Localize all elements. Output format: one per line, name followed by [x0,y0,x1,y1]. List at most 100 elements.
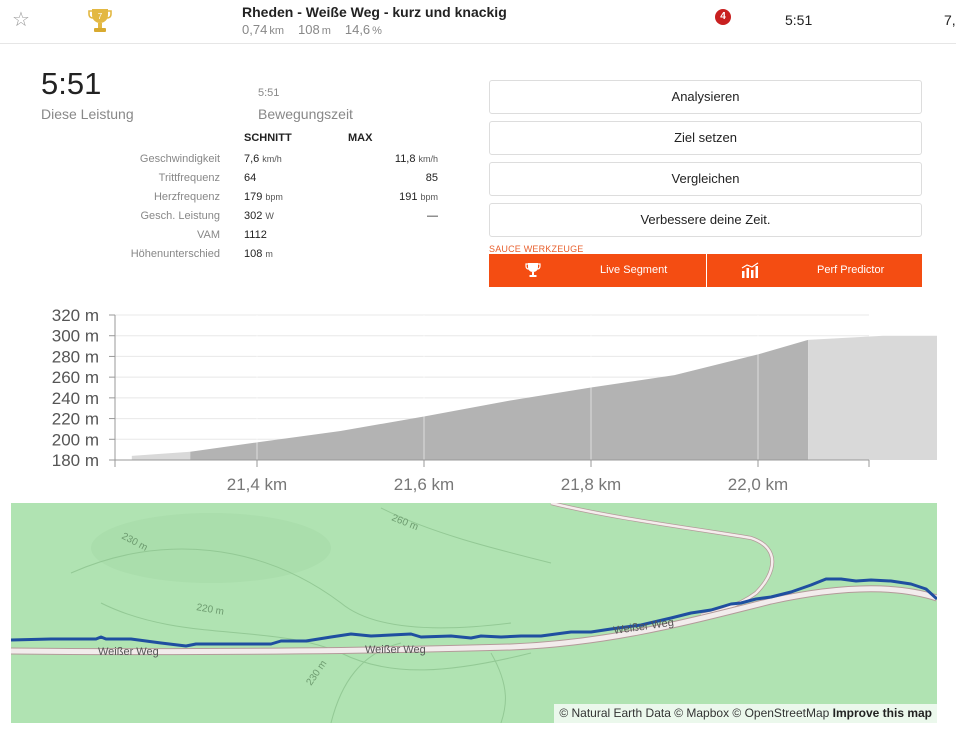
stats-avg-value: 179 [244,191,263,203]
y-tick-label: 180 m [52,451,99,470]
segment-stats: 0,74 km 108 m 14,6% [242,22,382,37]
segment-elevation: 108 [297,22,320,37]
stats-row-avg: 7,6 km/h [244,153,282,165]
stats-avg-value: 108 [244,248,263,260]
contour-label: 220 m [195,602,224,618]
y-tick-label: 260 m [52,368,99,387]
stats-avg-value: 64 [244,172,257,184]
y-tick-label: 220 m [52,410,99,429]
segment-map[interactable]: 230 m 260 m 220 m 230 m Weißer Weg Weiße… [11,503,937,723]
live-segment-label: Live Segment [600,264,668,276]
road-label: Weißer Weg [365,644,426,656]
segment-name-link[interactable]: Rheden - Weiße Weg - kurz und knackig [242,4,507,20]
stats-row-max: 11,8 km/h [395,153,438,165]
perf-predictor-button[interactable]: Perf Predictor [707,254,922,287]
stats-row-label: Trittfrequenz [158,172,220,184]
stats-row-label: VAM [196,229,220,241]
notification-badge: 4 [715,9,731,25]
side-road-fill [550,503,774,617]
stats-row: Geschwindigkeit 7,6 km/h 11,8 km/h [110,153,450,172]
stats-row-label: Geschwindigkeit [139,153,220,165]
x-tick-label: 21,4 km [227,475,287,494]
chart-axes [114,315,869,461]
contour-label: 230 m [304,659,329,688]
x-tick-label: 21,6 km [394,475,454,494]
segment-grade-unit: % [372,25,382,37]
stats-col-max: MAX [348,132,373,144]
elevation-area-segment [190,339,809,460]
set-goal-button[interactable]: Ziel setzen [489,121,922,155]
improve-map-link[interactable]: Improve this map [832,706,932,720]
x-tick-label: 21,8 km [561,475,621,494]
stats-col-avg: SCHNITT [244,132,292,144]
segment-header-row[interactable]: ☆ 7 Rheden - Weiße Weg - kurz und knacki… [0,0,956,44]
trophy-rank: 7 [98,12,103,21]
contour-line [380,507,552,564]
stats-row-avg: 179 bpm [244,191,283,203]
stats-max-value: 85 [425,172,438,184]
stats-row-avg: 108 m [244,248,273,260]
contour-line [490,652,506,723]
stats-avg-unit: W [265,211,274,221]
stats-row-max: 191 bpm [399,191,438,203]
chart-vertical-gridlines [256,315,759,460]
header-time: 5:51 [785,12,813,28]
stats-avg-unit: m [265,249,273,259]
segment-grade: 14,6 [344,22,371,37]
stats-row-avg: 1112 [244,229,267,241]
stats-row-label: Gesch. Leistung [140,210,221,222]
stats-max-value: 11,8 [394,153,416,165]
stats-row-label: Herzfrequenz [153,191,220,203]
contour-line [70,548,512,629]
stats-avg-unit: bpm [265,192,283,202]
chart-x-ticks: 21,4 km 21,6 km 21,8 km 22,0 km [114,460,870,494]
elevation-area-before-segment [131,451,191,460]
header-cut-value: 7, [944,12,956,28]
stats-avg-value: 302 [244,210,263,222]
segment-distance-unit: km [269,25,284,37]
effort-time: 5:51 [41,66,102,101]
stats-row: VAM 1112 [110,229,450,248]
stats-avg-value: 7,6 [244,153,260,165]
road-weisser-weg-fill [11,586,937,655]
stats-max-unit: km/h [418,154,438,164]
stats-row: Trittfrequenz 64 85 [110,172,450,191]
y-tick-label: 280 m [52,347,99,366]
improve-time-button[interactable]: Verbessere deine Zeit. [489,203,922,237]
star-icon[interactable]: ☆ [12,9,30,31]
bar-chart-icon [741,262,759,278]
stats-row: Höhenunterschied 108 m [110,248,450,267]
map-forest-patch [91,513,331,583]
x-tick-label: 22,0 km [728,475,788,494]
contour-label: 260 m [390,513,420,534]
y-tick-label: 200 m [52,430,99,449]
sauce-tools-label: SAUCE WERKZEUGE [489,244,584,254]
y-tick-label: 320 m [52,306,99,325]
map-attribution: © Natural Earth Data © Mapbox © OpenStre… [554,704,937,723]
stats-max-value: — [427,210,438,222]
trophy-icon [525,263,541,277]
moving-time-label: Bewegungszeit [258,106,353,122]
analyze-button[interactable]: Analysieren [489,80,922,114]
y-tick-label: 300 m [52,327,99,346]
stats-row-label: Höhenunterschied [130,248,220,260]
perf-predictor-label: Perf Predictor [817,264,885,276]
stats-max-unit: bpm [420,192,438,202]
stats-max-value: 191 [399,191,418,203]
segment-distance: 0,74 [242,22,268,37]
compare-button[interactable]: Vergleichen [489,162,922,196]
stats-row-max: 85 [426,172,438,184]
stats-row: Gesch. Leistung 302 W — [110,210,450,229]
segment-elevation-unit: m [321,25,331,37]
stats-row-max: — [427,210,438,222]
attribution-text[interactable]: © Natural Earth Data © Mapbox © OpenStre… [559,706,830,720]
live-segment-button[interactable]: Live Segment [489,254,706,287]
moving-time: 5:51 [258,87,280,99]
map-canvas[interactable]: 230 m 260 m 220 m 230 m Weißer Weg Weiße… [11,503,937,723]
stats-row-avg: 64 [244,172,256,184]
y-tick-label: 240 m [52,389,99,408]
elevation-area-after-segment [808,330,937,460]
road-label: Weißer Weg [98,646,159,658]
